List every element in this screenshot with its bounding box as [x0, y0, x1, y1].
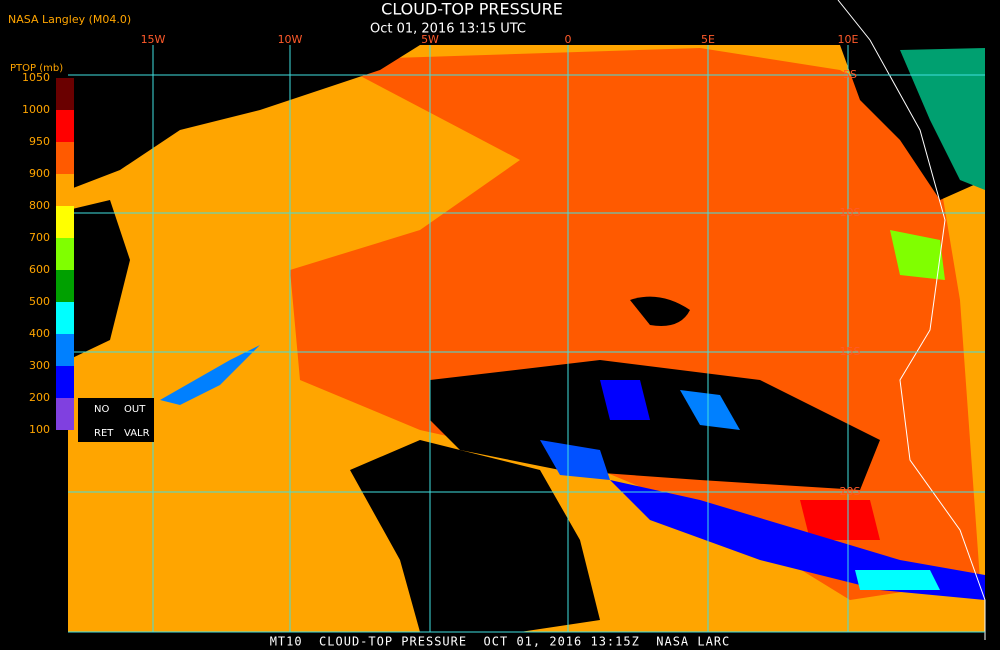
color-swatch [56, 270, 74, 302]
color-swatch [56, 302, 74, 334]
clear-area [68, 200, 130, 360]
lon-label: 10E [838, 33, 859, 46]
lat-label: 15S [840, 345, 861, 358]
legend-label: 200 [29, 391, 50, 404]
color-swatch [56, 398, 74, 430]
color-swatch [56, 238, 74, 270]
footer: MT10 CLOUD-TOP PRESSURE OCT 01, 2016 13:… [270, 635, 731, 649]
source: NASA Langley (M04.0) [8, 13, 131, 26]
legend-label: 500 [29, 295, 50, 308]
legend-label: 700 [29, 231, 50, 244]
legend-label: 100 [29, 423, 50, 436]
coastline [837, 0, 986, 640]
color-swatch [56, 78, 74, 110]
mid-cloud [855, 570, 940, 590]
land-cloud [890, 230, 945, 280]
color-swatch [56, 174, 74, 206]
legend-label: 1050 [22, 71, 50, 84]
cloud-field [68, 0, 986, 640]
color-swatch [56, 206, 74, 238]
legend-ret: RET [94, 428, 114, 439]
clear-area [430, 360, 880, 490]
lon-label: 0 [565, 33, 572, 46]
legend-label: 600 [29, 263, 50, 276]
legend-label: 900 [29, 167, 50, 180]
clear-area [68, 45, 420, 190]
graticule [68, 45, 985, 633]
legend-label: 950 [29, 135, 50, 148]
legend-box [78, 398, 154, 442]
legend-out: OUT [124, 404, 146, 415]
color-swatch [56, 142, 74, 174]
legend-label: 400 [29, 327, 50, 340]
lon-label: 15W [141, 33, 166, 46]
legend-label: 800 [29, 199, 50, 212]
lat-label: 20S [840, 485, 861, 498]
legend-label: 300 [29, 359, 50, 372]
clear-area [350, 440, 600, 632]
color-swatch [56, 110, 74, 142]
clear-area [630, 296, 690, 326]
datetime: Oct 01, 2016 13:15 UTC [370, 22, 526, 37]
lat-label: 10S [840, 206, 861, 219]
legend-title: PTOP (mb) [10, 63, 63, 74]
legend-label: 1000 [22, 103, 50, 116]
color-swatch [56, 366, 74, 398]
lon-label: 5E [701, 33, 715, 46]
lon-label: 5W [421, 33, 439, 46]
land-cloud [900, 48, 985, 190]
color-swatch [56, 334, 74, 366]
high-cloud [680, 390, 740, 430]
legend-no: NO [94, 404, 109, 415]
high-pressure-cloud [800, 500, 880, 540]
high-cloud [160, 345, 260, 405]
lat-label: 5S [843, 68, 857, 81]
legend-valr: VALR [124, 428, 150, 439]
title: CLOUD-TOP PRESSURE [381, 0, 563, 19]
high-cloud [540, 440, 610, 480]
lon-label: 10W [278, 33, 303, 46]
high-cloud [600, 380, 650, 420]
